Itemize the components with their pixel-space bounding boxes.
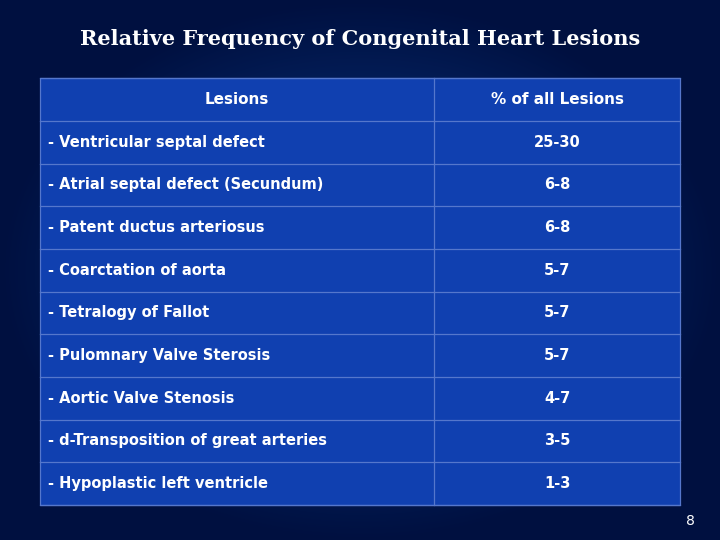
Bar <box>40 78 680 505</box>
Text: 5-7: 5-7 <box>544 306 570 320</box>
Text: - Tetralogy of Fallot: - Tetralogy of Fallot <box>48 306 210 320</box>
Text: % of all Lesions: % of all Lesions <box>490 92 624 107</box>
Text: - Hypoplastic left ventricle: - Hypoplastic left ventricle <box>48 476 269 491</box>
Text: Lesions: Lesions <box>204 92 269 107</box>
Text: 4-7: 4-7 <box>544 391 570 406</box>
Text: 25-30: 25-30 <box>534 135 580 150</box>
Text: - Aortic Valve Stenosis: - Aortic Valve Stenosis <box>48 391 235 406</box>
Text: - Atrial septal defect (Secundum): - Atrial septal defect (Secundum) <box>48 178 323 192</box>
Text: 6-8: 6-8 <box>544 220 570 235</box>
Text: 3-5: 3-5 <box>544 434 570 448</box>
Text: 5-7: 5-7 <box>544 263 570 278</box>
Text: - Coarctation of aorta: - Coarctation of aorta <box>48 263 226 278</box>
Text: 6-8: 6-8 <box>544 178 570 192</box>
Text: 8: 8 <box>686 514 695 528</box>
Text: - Pulomnary Valve Sterosis: - Pulomnary Valve Sterosis <box>48 348 271 363</box>
Text: - d-Transposition of great arteries: - d-Transposition of great arteries <box>48 434 327 448</box>
Text: 1-3: 1-3 <box>544 476 570 491</box>
Text: Relative Frequency of Congenital Heart Lesions: Relative Frequency of Congenital Heart L… <box>80 29 640 49</box>
Text: - Patent ductus arteriosus: - Patent ductus arteriosus <box>48 220 265 235</box>
Text: - Ventricular septal defect: - Ventricular septal defect <box>48 135 265 150</box>
Text: 5-7: 5-7 <box>544 348 570 363</box>
